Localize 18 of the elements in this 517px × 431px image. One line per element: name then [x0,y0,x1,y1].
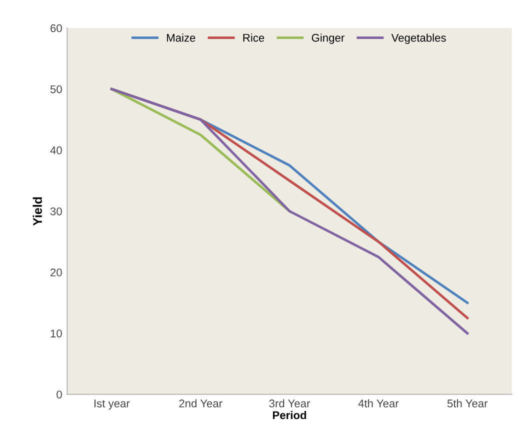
y-tick-label: 20 [50,268,62,276]
y-tick-label: 60 [50,24,62,32]
x-tick-label: Ist year [94,400,130,410]
x-tick-label: 2nd Year [179,399,222,408]
x-axis-title: Period [272,410,306,420]
y-axis-title: Yield [32,197,42,226]
x-tick-label: 5th Year [447,399,488,408]
y-tick-label: 40 [50,146,62,154]
y-tick-label: 10 [50,330,62,338]
legend-label: Rice [243,34,264,42]
x-tick-label: 4th Year [358,399,399,408]
y-tick-label: 30 [50,207,62,216]
legend-label: Maize [167,34,196,42]
y-tick-label: 50 [50,85,62,94]
y-tick-label: 0 [56,390,62,398]
legend-label: Ginger [312,34,344,44]
x-tick-label: 3rd Year [269,399,310,408]
legend-label: Vegetables [391,34,446,44]
